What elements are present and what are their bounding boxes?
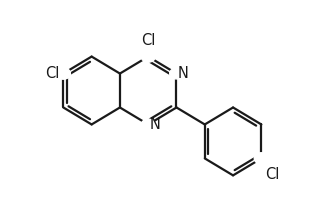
Text: N: N [178,66,189,81]
Text: N: N [150,117,161,132]
Ellipse shape [254,153,268,164]
Text: Cl: Cl [46,66,60,81]
Ellipse shape [141,119,155,130]
Ellipse shape [141,51,155,62]
Text: Cl: Cl [265,167,279,182]
Ellipse shape [56,68,71,79]
Text: Cl: Cl [141,32,155,48]
Ellipse shape [170,68,183,79]
